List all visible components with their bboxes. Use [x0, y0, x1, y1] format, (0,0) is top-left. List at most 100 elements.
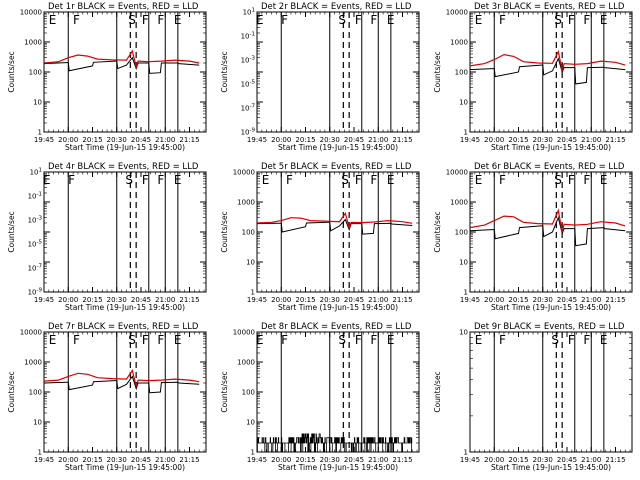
- panel-title: Det 4r BLACK = Events, RED = LLD: [48, 162, 199, 172]
- flag-marker-E: E: [600, 333, 608, 347]
- y-tick-label: 10: [246, 259, 255, 267]
- events-series-line: [43, 375, 200, 394]
- x-tick-label: 20:45: [557, 296, 577, 304]
- x-axis-label: Start Time (19-Jun-15 19:45:00): [278, 143, 398, 152]
- flag-marker-E: E: [256, 13, 264, 27]
- x-tick-label: 20:30: [107, 136, 127, 144]
- flag-marker-E: E: [262, 173, 270, 187]
- y-tick-label: 10-9: [241, 128, 256, 137]
- y-tick-label: 10: [33, 99, 42, 107]
- detector-panel-5: Det 5r BLACK = Events, RED = LLD 1 10 100 10…: [220, 162, 420, 312]
- flag-marker-S: S: [338, 13, 346, 27]
- flag-marker-E: E: [174, 13, 182, 27]
- x-tick-label: 20:15: [508, 136, 528, 144]
- x-tick-label: 19:45: [460, 456, 480, 464]
- y-tick-label: 1: [251, 289, 255, 297]
- flag-marker-E: E: [475, 13, 483, 27]
- y-tick-label: 1000: [237, 359, 255, 367]
- flag-marker-S: S: [554, 173, 562, 187]
- flag-marker-F: F: [157, 173, 164, 187]
- x-tick-label: 19:45: [460, 136, 480, 144]
- flag-marker-S: S: [554, 13, 562, 27]
- flag-marker-F: F: [73, 13, 80, 27]
- y-tick-label: 10-5: [28, 240, 43, 249]
- x-tick-label: 20:00: [58, 136, 78, 144]
- lld-series-line: [43, 49, 200, 69]
- events-series-line: [469, 57, 626, 85]
- flag-marker-F: F: [370, 333, 377, 347]
- flag-marker-F: F: [281, 13, 288, 27]
- flag-marker-E: E: [174, 333, 182, 347]
- x-tick-label: 21:15: [179, 136, 199, 144]
- y-tick-label: 100: [455, 69, 468, 77]
- x-tick-label: 19:45: [34, 296, 54, 304]
- x-tick-label: 21:00: [581, 296, 601, 304]
- detector-panel-1: Det 1r BLACK = Events, RED = LLD 1 10 100 10…: [7, 2, 207, 152]
- x-tick-label: 19:45: [247, 136, 267, 144]
- flag-marker-F: F: [281, 333, 288, 347]
- x-tick-label: 20:30: [533, 456, 553, 464]
- x-tick-label: 20:30: [107, 296, 127, 304]
- panel-title: Det 2r BLACK = Events, RED = LLD: [261, 2, 412, 12]
- x-tick-label: 20:15: [295, 456, 315, 464]
- x-tick-label: 20:45: [344, 136, 364, 144]
- y-tick-label: 10000: [233, 169, 255, 177]
- flag-marker-F: F: [68, 173, 75, 187]
- x-tick-label: 21:15: [392, 456, 412, 464]
- y-tick-marks: [44, 331, 206, 453]
- flag-marker-E: E: [475, 333, 483, 347]
- panel-title: Det 8r BLACK = Events, RED = LLD: [261, 322, 412, 332]
- flag-marker-F: F: [157, 333, 164, 347]
- flag-marker-F: F: [370, 13, 377, 27]
- flag-marker-S: S: [125, 173, 133, 187]
- x-axis-label: Start Time (19-Jun-15 19:45:00): [65, 303, 185, 312]
- x-tick-label: 20:45: [131, 456, 151, 464]
- flag-marker-E: E: [387, 13, 395, 27]
- panel-title: Det 6r BLACK = Events, RED = LLD: [474, 162, 625, 172]
- x-tick-label: 20:15: [508, 456, 528, 464]
- x-tick-label: 20:15: [295, 136, 315, 144]
- x-axis-label: Start Time (19-Jun-15 19:45:00): [491, 463, 611, 472]
- y-tick-label: 1000: [450, 39, 468, 47]
- y-tick-marks: [44, 11, 206, 133]
- flag-marker-S: S: [341, 173, 349, 187]
- x-tick-label: 20:30: [320, 296, 340, 304]
- x-tick-label: 20:45: [344, 296, 364, 304]
- x-tick-label: 20:00: [484, 136, 504, 144]
- x-tick-label: 20:30: [533, 136, 553, 144]
- x-tick-label: 21:15: [605, 456, 625, 464]
- flag-marker-E: E: [600, 13, 608, 27]
- x-tick-label: 21:15: [179, 296, 199, 304]
- y-tick-marks: [257, 11, 419, 133]
- y-tick-label: 10-3: [241, 56, 256, 65]
- events-series-line: [43, 56, 200, 74]
- flag-marker-S: S: [128, 13, 136, 27]
- panel-title: Det 3r BLACK = Events, RED = LLD: [474, 2, 625, 12]
- x-tick-label: 20:45: [557, 456, 577, 464]
- y-tick-label: 10000: [20, 329, 42, 337]
- flag-marker-E: E: [49, 333, 57, 347]
- x-tick-label: 21:00: [368, 136, 388, 144]
- x-tick-label: 21:00: [155, 136, 175, 144]
- flag-marker-S: S: [551, 333, 559, 347]
- y-tick-label: 10-1: [28, 192, 42, 201]
- y-tick-label: 10-5: [241, 80, 256, 89]
- detector-panel-7: Det 7r BLACK = Events, RED = LLD 1 10 100 10…: [7, 322, 207, 472]
- flag-marker-F: F: [499, 13, 506, 27]
- y-tick-marks: [44, 171, 206, 293]
- y-axis-label: Counts/sec: [220, 211, 229, 252]
- y-tick-label: 1: [464, 129, 468, 137]
- x-tick-label: 20:00: [58, 456, 78, 464]
- y-tick-label: 10: [459, 259, 468, 267]
- x-tick-label: 20:30: [320, 456, 340, 464]
- flag-marker-E: E: [43, 173, 51, 187]
- y-tick-label: 101: [243, 8, 255, 17]
- flag-marker-E: E: [387, 333, 395, 347]
- flag-marker-S: S: [338, 333, 346, 347]
- x-tick-label: 20:00: [271, 136, 291, 144]
- x-axis-label: Start Time (19-Jun-15 19:45:00): [491, 303, 611, 312]
- y-tick-label: 10-7: [28, 264, 43, 273]
- x-tick-label: 21:15: [392, 136, 412, 144]
- flag-marker-E: E: [600, 173, 608, 187]
- y-tick-label: 101: [30, 168, 42, 177]
